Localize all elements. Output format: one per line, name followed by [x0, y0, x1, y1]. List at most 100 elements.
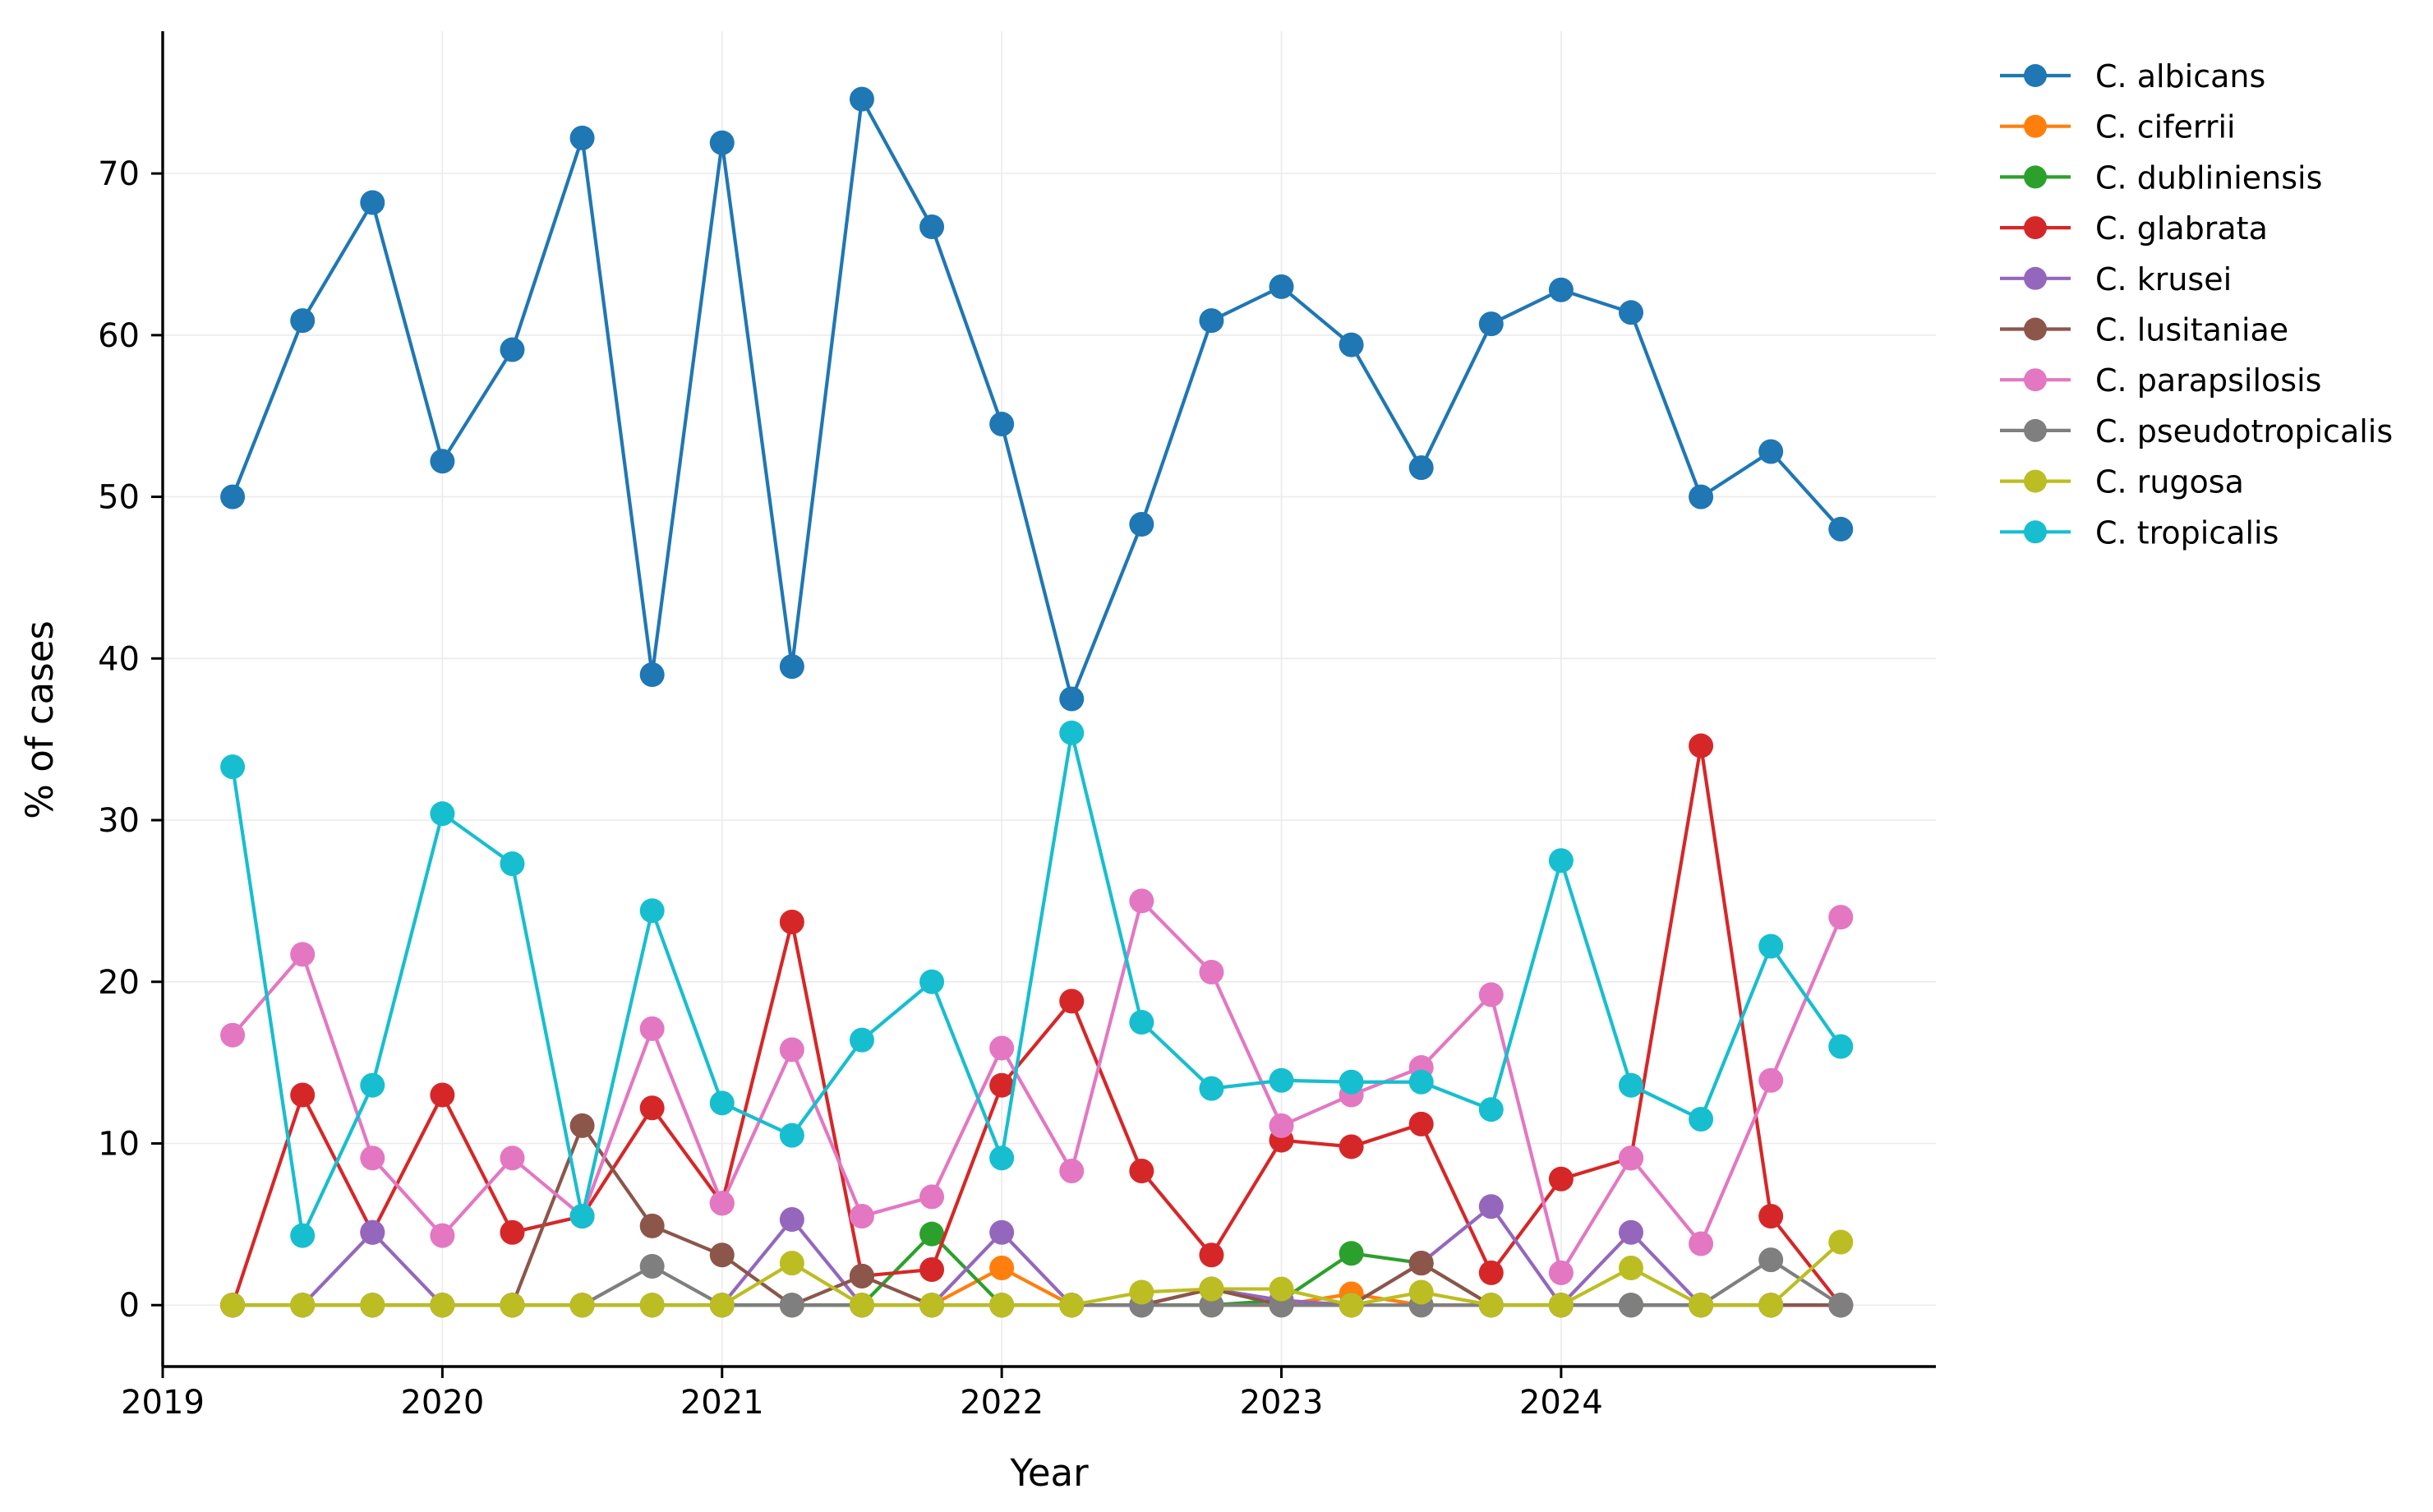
legend-item: C. pseudotropicalis: [2000, 413, 2393, 449]
data-point: [569, 1293, 595, 1318]
data-point: [430, 1293, 455, 1318]
series-c-tropicalis: [220, 720, 1854, 1248]
series-line: [231, 744, 1842, 1307]
data-point: [1199, 959, 1224, 984]
data-point: [1059, 1158, 1085, 1183]
data-point: [989, 1219, 1015, 1245]
data-point: [1758, 1204, 1784, 1229]
data-point: [290, 308, 316, 334]
series-line: [233, 1123, 1841, 1307]
data-point: [1478, 1260, 1504, 1285]
data-point: [1059, 989, 1085, 1014]
data-point: [639, 898, 665, 924]
series-c-albicans: [220, 86, 1854, 712]
legend-marker: [2024, 368, 2047, 392]
legend-item: C. dubliniensis: [2000, 159, 2322, 196]
data-point: [1478, 1293, 1504, 1318]
legend-label: C. rugosa: [2095, 464, 2244, 500]
x-tick-label: 2020: [400, 1384, 484, 1422]
series-c-rugosa: [220, 1229, 1854, 1318]
data-point: [849, 1027, 874, 1053]
series-c-glabrata: [220, 733, 1854, 1318]
legend-marker: [2024, 64, 2047, 87]
series-line: [231, 899, 1843, 1275]
data-point: [709, 1090, 735, 1116]
data-point: [849, 1204, 874, 1229]
axes-layer: 2019 2020 2021 2022 2023 2024 0 10 20 30 40 50 60 70: [98, 31, 1936, 1422]
data-point: [1758, 1293, 1784, 1318]
legend-marker: [2024, 317, 2047, 341]
data-point: [1269, 1276, 1294, 1302]
data-point: [430, 1223, 455, 1248]
data-point: [779, 909, 804, 934]
data-point: [500, 1293, 525, 1318]
data-point: [849, 1263, 874, 1288]
y-tick-label: 0: [119, 1287, 140, 1325]
data-point: [1339, 1293, 1364, 1318]
legend: C. albicans C. ciferrii C. dubliniensis C. …: [2000, 58, 2393, 551]
data-point: [919, 1293, 945, 1318]
data-point: [1269, 1113, 1294, 1138]
data-point: [639, 662, 665, 687]
legend-item: C. krusei: [2000, 261, 2232, 297]
data-point: [430, 801, 455, 827]
data-point: [1758, 1247, 1784, 1273]
data-point: [709, 1191, 735, 1216]
data-point: [1269, 274, 1294, 299]
data-point: [919, 214, 945, 240]
y-tick-label: 20: [98, 964, 140, 1002]
data-point: [569, 1204, 595, 1229]
series-layer: [220, 86, 1854, 1318]
legend-label: C. glabrata: [2095, 210, 2268, 247]
y-tick-label: 60: [98, 317, 140, 355]
data-point: [1689, 484, 1714, 509]
legend-marker: [2024, 520, 2047, 544]
data-point: [639, 1293, 665, 1318]
x-tick-label: 2022: [960, 1384, 1044, 1422]
legend-label: C. albicans: [2095, 58, 2265, 94]
data-point: [1059, 720, 1085, 745]
data-point: [919, 1256, 945, 1282]
data-point: [1199, 1276, 1224, 1302]
data-point: [1478, 1194, 1504, 1219]
y-tick-label: 40: [98, 640, 140, 678]
x-tick-label: 2019: [121, 1384, 205, 1422]
series-line: [231, 97, 1842, 701]
data-point: [709, 1293, 735, 1318]
legend-marker: [2024, 418, 2047, 442]
data-point: [849, 1293, 874, 1318]
data-point: [989, 1293, 1015, 1318]
series-line: [233, 1240, 1842, 1307]
data-point: [1408, 1279, 1434, 1305]
data-point: [1548, 1166, 1574, 1192]
data-point: [989, 1072, 1015, 1098]
data-point: [1828, 1293, 1854, 1318]
legend-label: C. dubliniensis: [2095, 159, 2322, 196]
data-point: [989, 1035, 1015, 1061]
data-point: [430, 449, 455, 474]
data-point: [1129, 888, 1154, 914]
data-point: [1269, 1067, 1294, 1093]
data-point: [1689, 1231, 1714, 1256]
data-point: [1339, 1134, 1364, 1159]
data-point: [1059, 686, 1085, 712]
y-axis-label: % of cases: [18, 620, 62, 819]
data-point: [500, 1219, 525, 1245]
series-line: [231, 731, 1842, 1238]
legend-label: C. krusei: [2095, 261, 2232, 297]
data-point: [290, 1223, 316, 1248]
data-point: [500, 337, 525, 362]
data-point: [919, 1184, 945, 1210]
data-point: [1689, 1107, 1714, 1132]
data-point: [1689, 1293, 1714, 1318]
data-point: [1129, 1009, 1154, 1035]
data-point: [1408, 1251, 1434, 1276]
data-point: [1828, 1034, 1854, 1059]
data-point: [1758, 1067, 1784, 1093]
legend-item: C. tropicalis: [2000, 514, 2279, 551]
data-point: [360, 1072, 385, 1098]
data-point: [1828, 1229, 1854, 1255]
data-point: [1339, 332, 1364, 357]
data-point: [500, 1146, 525, 1171]
